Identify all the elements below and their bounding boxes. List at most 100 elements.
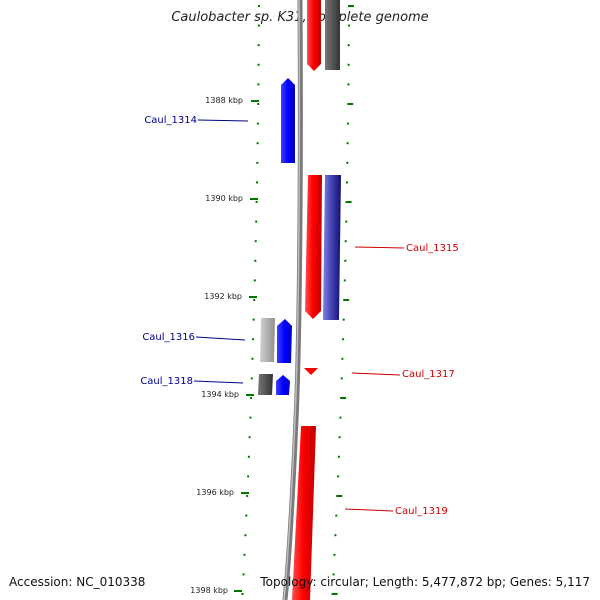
ruler-dot — [257, 83, 260, 86]
ruler-dot — [336, 495, 343, 497]
ruler-dot — [244, 534, 247, 537]
ruler-dot — [347, 24, 350, 27]
ruler-dot — [245, 514, 248, 517]
gene-label-caul-1319[interactable]: Caul_1319 — [395, 506, 448, 517]
forward-strand-track — [292, 0, 341, 600]
ruler-dot — [331, 593, 338, 595]
gene-label-caul-1316[interactable]: Caul_1316 — [142, 332, 195, 343]
left-ruler — [241, 5, 260, 595]
ruler-dot — [347, 83, 350, 86]
genome-backbone-highlight — [283, 0, 301, 600]
kbp-tick-mark — [250, 198, 258, 200]
ruler-dot — [250, 397, 253, 399]
gene-label-caul-1315[interactable]: Caul_1315 — [406, 243, 459, 254]
ruler-dot — [255, 201, 258, 203]
ruler-dot — [256, 181, 258, 184]
ruler-dot — [257, 24, 260, 27]
right-ruler — [331, 5, 354, 595]
ruler-dot — [344, 259, 347, 262]
leader-line-caul-1315 — [354, 246, 405, 249]
ruler-dot — [251, 357, 254, 360]
gene-arrow-caul-1315[interactable] — [305, 175, 322, 319]
gene-arrow-caul-1316[interactable] — [277, 319, 292, 363]
leader-line-caul-1316 — [195, 336, 246, 341]
ruler-dot — [252, 338, 255, 341]
ruler-dot — [337, 475, 340, 478]
ruler-dot — [342, 318, 345, 321]
kbp-tick-mark — [251, 100, 259, 102]
gene-arrow-red[interactable] — [307, 0, 321, 71]
ruler-dot — [342, 338, 345, 341]
gene-arrow-caul-1317[interactable] — [304, 368, 318, 375]
ruler-dot — [246, 495, 249, 497]
gene-arrow-caul-1318[interactable] — [276, 375, 290, 395]
gene-arrow-gray-dark[interactable] — [258, 374, 273, 395]
ruler-dot — [257, 103, 260, 105]
gene-label-caul-1314[interactable]: Caul_1314 — [144, 115, 197, 126]
gene-arrow-gray-light[interactable] — [260, 318, 275, 362]
kbp-tick-label: 1398 kbp — [190, 586, 228, 595]
ruler-dot — [341, 357, 344, 360]
ruler-dot — [346, 161, 349, 164]
ruler-dot — [340, 397, 347, 399]
ruler-dot — [345, 220, 348, 223]
ruler-dot — [348, 5, 354, 7]
kbp-tick-label: 1394 kbp — [201, 390, 239, 399]
gene-arrow-gray[interactable] — [325, 0, 340, 70]
ruler-dot — [255, 220, 258, 223]
ruler-dot — [257, 63, 260, 66]
gene-arrow-caul-1319[interactable] — [292, 426, 316, 600]
gene-label-caul-1318[interactable]: Caul_1318 — [140, 376, 193, 387]
ruler-dot — [334, 534, 337, 537]
gene-arrow-caul-1314[interactable] — [281, 78, 295, 163]
ruler-dot — [338, 436, 341, 439]
genome-backbone — [282, 0, 303, 600]
ruler-dot — [347, 44, 350, 47]
kbp-tick-label: 1396 kbp — [196, 488, 234, 497]
ruler-dot — [248, 436, 251, 439]
accession-text: Accession: NC_010338 — [9, 575, 146, 589]
gene-label-caul-1317[interactable]: Caul_1317 — [402, 369, 455, 380]
kbp-tick-mark — [246, 394, 254, 396]
ruler-dot — [253, 279, 256, 282]
ruler-dot — [340, 377, 343, 380]
kbp-tick-label: 1392 kbp — [204, 292, 242, 301]
ruler-dot — [339, 416, 342, 419]
ruler-dot — [346, 181, 348, 184]
gene-arrow-navy[interactable] — [323, 175, 341, 320]
ruler-dot — [343, 279, 346, 282]
ruler-dot — [253, 299, 256, 301]
ruler-dot — [242, 573, 245, 576]
ruler-dot — [247, 455, 250, 458]
leader-line-caul-1314 — [197, 119, 249, 122]
ruler-dot — [247, 475, 250, 478]
ruler-dot — [256, 161, 259, 164]
leader-line-caul-1317 — [351, 372, 401, 376]
ruler-dot — [250, 377, 253, 380]
ruler-dot — [346, 142, 349, 145]
ruler-dot — [333, 553, 336, 556]
kbp-tick-label: 1390 kbp — [205, 194, 243, 203]
ruler-dot — [345, 201, 352, 203]
topology-text: Topology: circular; Length: 5,477,872 bp… — [260, 575, 590, 589]
reverse-strand-track — [258, 78, 295, 395]
kbp-tick-mark — [249, 296, 257, 298]
ruler-dot — [241, 593, 244, 595]
ruler-dot — [344, 240, 347, 243]
ruler-dot — [254, 240, 257, 243]
ruler-dot — [346, 122, 349, 125]
ruler-dot — [249, 416, 252, 419]
ruler-dot — [332, 573, 335, 576]
leader-line-caul-1318 — [193, 380, 244, 384]
kbp-tick-mark — [234, 590, 242, 592]
leader-line-caul-1319 — [344, 508, 394, 512]
ruler-dot — [343, 299, 350, 301]
ruler-dot — [347, 63, 350, 66]
ruler-dot — [335, 514, 338, 517]
ruler-dot — [337, 455, 340, 458]
ruler-dot — [347, 103, 354, 105]
ruler-dot — [258, 5, 260, 7]
ruler-dot — [256, 142, 259, 145]
ruler-dot — [257, 44, 260, 47]
